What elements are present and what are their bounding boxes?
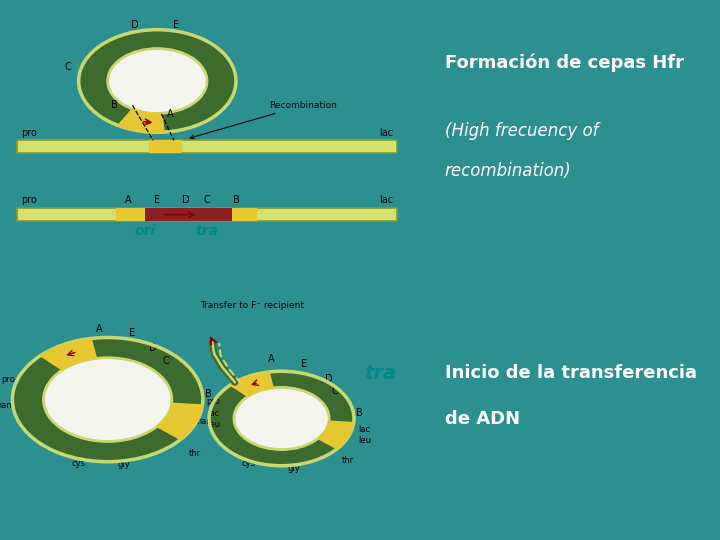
Bar <box>232 208 257 221</box>
Text: B: B <box>233 194 239 205</box>
Text: Formación de cepas Hfr: Formación de cepas Hfr <box>444 54 683 72</box>
Text: Recombination: Recombination <box>190 101 337 139</box>
Wedge shape <box>40 339 96 370</box>
Text: cys: cys <box>241 459 256 468</box>
Text: gly: gly <box>287 464 300 473</box>
Text: E: E <box>173 21 179 30</box>
Text: lac: lac <box>207 409 219 418</box>
Text: A: A <box>166 110 173 119</box>
Circle shape <box>108 49 207 113</box>
Bar <box>145 208 232 221</box>
Text: Inicio de la transferencia: Inicio de la transferencia <box>444 364 696 382</box>
Circle shape <box>209 372 354 465</box>
Wedge shape <box>118 109 164 132</box>
Text: (High frecuency of: (High frecuency of <box>444 122 598 139</box>
Text: leu: leu <box>207 420 220 429</box>
Wedge shape <box>318 421 354 449</box>
Text: thr: thr <box>342 456 354 465</box>
Text: lac: lac <box>358 425 370 434</box>
Text: D: D <box>325 374 333 384</box>
Text: Transfer to F⁻ recipient: Transfer to F⁻ recipient <box>201 301 305 310</box>
Text: pro: pro <box>206 397 220 406</box>
Circle shape <box>78 30 236 132</box>
Bar <box>149 140 182 152</box>
Circle shape <box>234 388 329 449</box>
Text: lac: lac <box>379 194 393 205</box>
Text: man: man <box>0 401 12 410</box>
Text: pro: pro <box>1 375 15 384</box>
Text: pro: pro <box>21 127 37 138</box>
Text: gly: gly <box>118 460 130 469</box>
Text: C: C <box>332 386 338 396</box>
Text: C: C <box>162 356 169 367</box>
Text: man: man <box>194 417 212 426</box>
Text: lac: lac <box>379 127 393 138</box>
Text: C: C <box>204 194 210 205</box>
Text: B: B <box>205 389 212 399</box>
Text: A: A <box>125 194 132 205</box>
Bar <box>17 140 397 152</box>
Text: ori: ori <box>135 224 156 238</box>
Text: C: C <box>65 62 72 72</box>
Text: E: E <box>154 194 161 205</box>
Text: recombination): recombination) <box>444 162 572 180</box>
Text: D: D <box>149 343 157 353</box>
Text: pro: pro <box>21 194 37 205</box>
Text: E: E <box>130 328 135 338</box>
Text: B: B <box>112 100 118 110</box>
Circle shape <box>12 338 203 462</box>
Bar <box>116 208 145 221</box>
Text: leu: leu <box>358 436 371 445</box>
Text: A: A <box>96 324 103 334</box>
Text: tra: tra <box>196 224 218 238</box>
Text: D: D <box>131 21 138 30</box>
Text: E: E <box>301 359 307 369</box>
Text: thr: thr <box>189 449 201 458</box>
Bar <box>17 208 397 221</box>
Circle shape <box>43 357 172 442</box>
Text: de ADN: de ADN <box>444 410 520 428</box>
Text: B: B <box>356 408 363 418</box>
Text: D: D <box>182 194 190 205</box>
Wedge shape <box>157 403 202 440</box>
Text: A: A <box>268 354 274 364</box>
Text: cys: cys <box>72 459 86 468</box>
Wedge shape <box>230 372 274 396</box>
Text: tra: tra <box>364 364 397 383</box>
